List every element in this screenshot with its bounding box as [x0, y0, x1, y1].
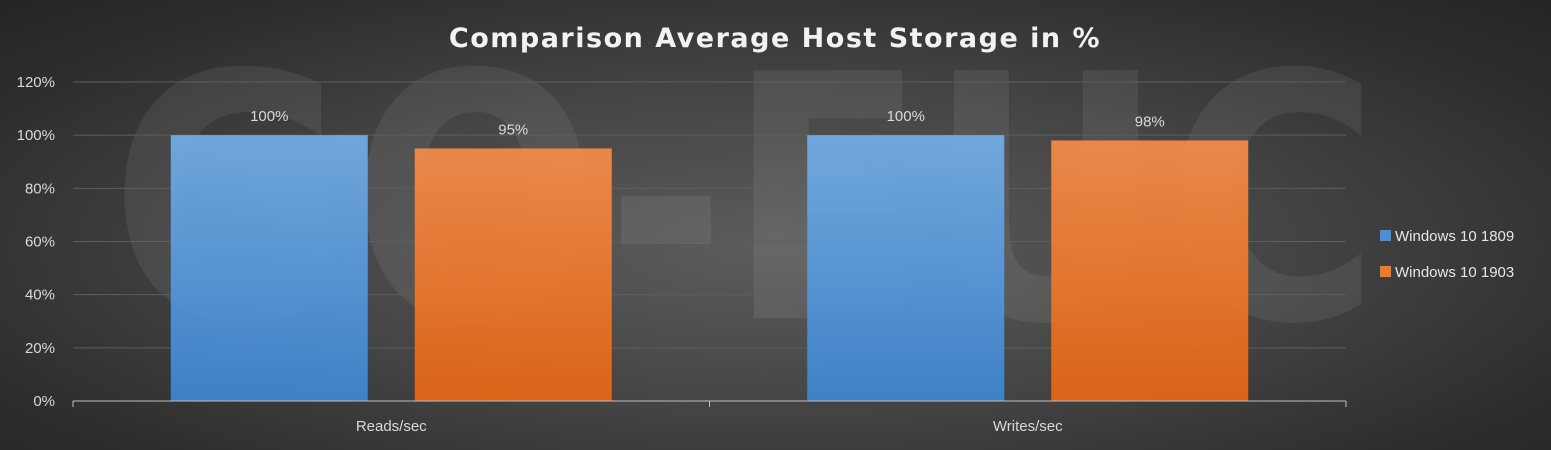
- y-tick-label: 100%: [17, 127, 55, 144]
- y-axis-ticks: 0% 20% 40% 60% 80% 100% 120%: [17, 74, 55, 410]
- data-label: 98%: [1135, 113, 1165, 130]
- y-tick-label: 60%: [25, 234, 55, 251]
- legend-label: Windows 10 1809: [1395, 228, 1514, 245]
- x-category-label: Reads/sec: [356, 418, 427, 435]
- legend-label: Windows 10 1903: [1395, 264, 1514, 281]
- data-label: 95%: [498, 121, 528, 138]
- x-category-label: Writes/sec: [993, 418, 1063, 435]
- x-axis-categories: Reads/sec Writes/sec: [356, 418, 1063, 435]
- y-tick-label: 80%: [25, 180, 55, 197]
- data-labels: 100% 95% 100% 98%: [250, 108, 1165, 138]
- y-tick-label: 0%: [33, 393, 55, 410]
- legend-swatch: [1380, 230, 1391, 241]
- bars: [170, 135, 1249, 401]
- data-label: 100%: [250, 108, 288, 125]
- y-tick-label: 120%: [17, 74, 55, 91]
- legend-swatch: [1380, 266, 1391, 277]
- chart-title: Comparison Average Host Storage in %: [449, 23, 1101, 54]
- y-tick-label: 20%: [25, 340, 55, 357]
- bar-windows-10-1903-reads-sec: [414, 148, 612, 401]
- data-label: 100%: [887, 108, 925, 125]
- legend: Windows 10 1809 Windows 10 1903: [1380, 228, 1514, 281]
- bar-windows-10-1903-writes-sec: [1051, 140, 1249, 401]
- bar-windows-10-1809-writes-sec: [807, 135, 1005, 401]
- bar-windows-10-1809-reads-sec: [170, 135, 368, 401]
- y-tick-label: 40%: [25, 287, 55, 304]
- x-axis: [72, 400, 1347, 407]
